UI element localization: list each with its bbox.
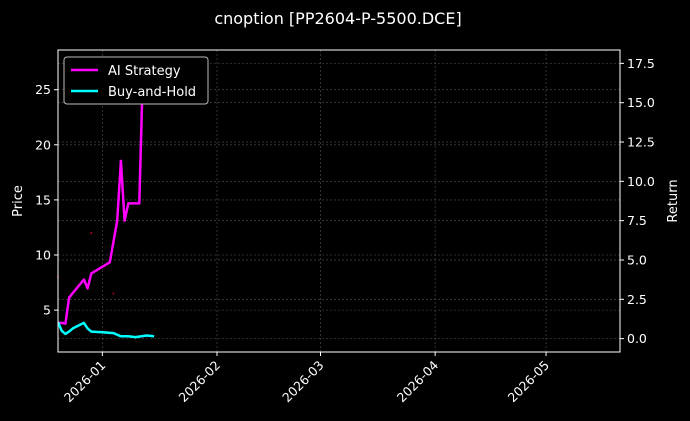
left-axis-title: Price [11,185,26,217]
legend-label-buy-and-hold: Buy-and-Hold [108,85,196,100]
legend: AI Strategy Buy-and-Hold [63,56,209,105]
right-tick-label: 0.0 [627,331,647,346]
left-tick-label: 10 [35,248,51,263]
left-tick-label: 25 [35,82,51,97]
series-line-buy-and-hold [58,321,155,339]
legend-box [63,56,209,105]
right-y-axis: 0.0 2.5 5.0 7.5 10.0 12.5 15.0 17.5 [620,56,655,346]
price-point-1 [90,231,93,234]
right-axis-title: Return [666,179,681,222]
right-tick-label: 12.5 [627,135,655,150]
plot-frame [57,49,621,353]
left-tick-label: 20 [35,137,51,152]
left-tick-label: 5 [43,303,51,318]
chart-title: cnoption [PP2604-P-5500.DCE] [214,9,461,28]
legend-label-ai-strategy: AI Strategy [108,64,181,79]
right-tick-label: 10.0 [627,174,655,189]
right-tick-label: 5.0 [627,252,647,267]
series-line-ai-strategy [58,66,145,325]
left-y-axis: 5 10 15 20 25 [35,82,58,318]
price-point-2 [112,292,115,295]
left-tick-label: 15 [35,192,51,207]
right-tick-label: 2.5 [627,292,647,307]
right-tick-label: 15.0 [627,95,655,110]
grid-layer [58,50,620,352]
right-tick-label: 7.5 [627,213,647,228]
series-layer [58,66,155,339]
right-tick-label: 17.5 [627,56,655,71]
